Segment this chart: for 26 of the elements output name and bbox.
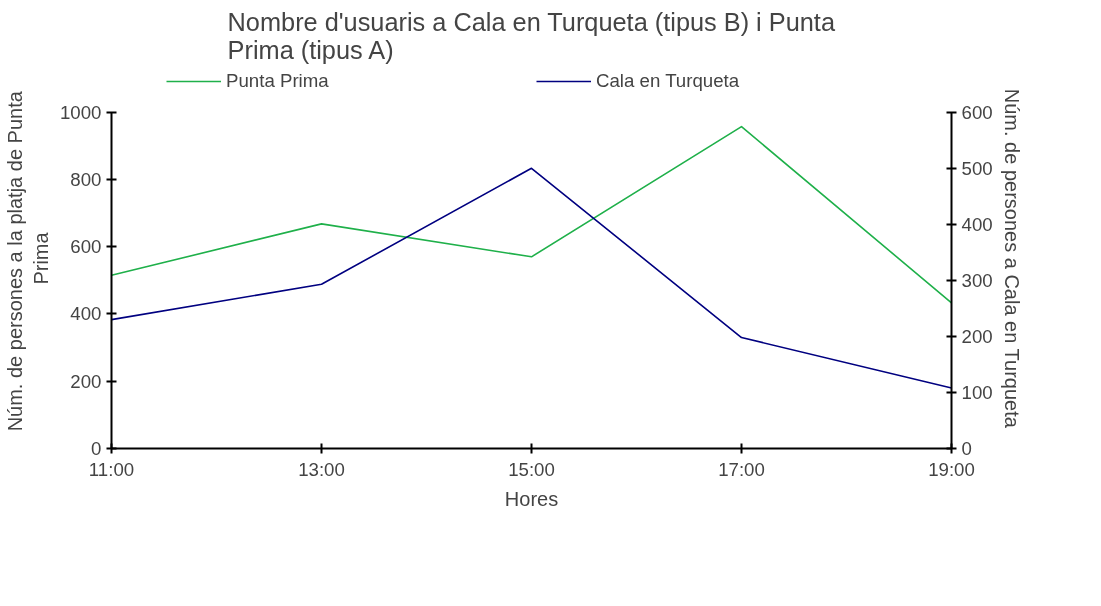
- y-axis-title: Núm. de persones a la platja de Punta Prima: [3, 90, 52, 432]
- y2-tick-label: 500: [961, 157, 993, 179]
- x-tick-label: 13:00: [298, 458, 345, 480]
- y-tick-label: 200: [70, 370, 102, 392]
- chart-title: Nombre d'usuaris a Cala en Turqueta (tipus B) i Punta Prima (tipus A): [227, 7, 836, 64]
- y-tick-label: 1000: [60, 101, 102, 123]
- x-axis-title: Hores: [504, 487, 559, 510]
- y-tick-label: 0: [91, 438, 102, 459]
- y2-tick-label: 0: [961, 438, 972, 459]
- legend-label: Cala en Turqueta: [596, 70, 741, 92]
- line-series: [111, 125, 952, 304]
- x-tick-label: 15:00: [508, 458, 555, 480]
- y2-tick-label: 200: [961, 325, 993, 347]
- y-tick-label: 600: [70, 236, 102, 258]
- y2-tick-label: 100: [961, 381, 993, 403]
- legend-label: Punta Prima: [226, 70, 330, 92]
- y2-tick-label: 600: [961, 101, 993, 123]
- y-tick-label: 800: [70, 168, 102, 190]
- x-tick-label: 17:00: [718, 458, 765, 480]
- x-tick-label: 19:00: [928, 458, 975, 480]
- x-tick-label: 11:00: [88, 458, 135, 480]
- y-tick-label: 400: [70, 303, 102, 325]
- y2-tick-label: 300: [961, 269, 993, 291]
- y2-tick-label: 400: [961, 213, 993, 235]
- y2-axis-title: Núm. de persones a Cala en Turqueta: [1000, 88, 1023, 429]
- line-series: [111, 167, 952, 389]
